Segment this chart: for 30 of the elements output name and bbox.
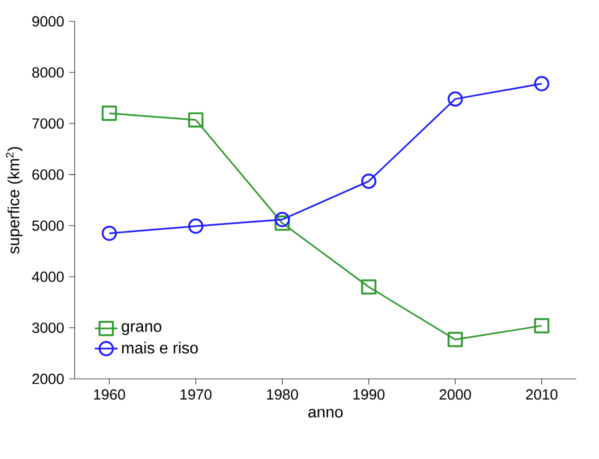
y-tick-label: 6000	[32, 169, 64, 180]
point	[448, 332, 463, 348]
point	[534, 76, 550, 92]
x-tick-label: 2000	[440, 389, 471, 400]
point	[361, 279, 376, 295]
x-tick-label: 2010	[526, 389, 558, 400]
y-tick-label: 7000	[32, 118, 64, 129]
point	[361, 174, 376, 189]
legend-label: grano	[122, 323, 162, 336]
point	[534, 318, 550, 334]
x-axis-title: anno	[308, 408, 343, 418]
legend-label: mais e riso	[122, 342, 198, 354]
x-tick-label: 1990	[354, 389, 384, 400]
y-tick-label: 3000	[32, 322, 64, 334]
y-tick-label: 9000	[32, 16, 64, 27]
y-tick-label: 2000	[32, 374, 64, 384]
point	[188, 218, 204, 234]
y-tick-label: 4000	[32, 272, 64, 282]
y-tick-label: 5000	[32, 220, 64, 231]
y-axis-title: superfice (km$^{2}$)	[6, 147, 23, 254]
point	[102, 226, 117, 241]
x-tick-label: 1980	[267, 389, 298, 400]
point	[274, 216, 290, 231]
x-tick-label: 1960	[94, 389, 126, 400]
y-tick-label: 8000	[32, 67, 64, 78]
x-tick-label: 1970	[180, 389, 212, 400]
point	[274, 212, 290, 228]
point	[102, 106, 117, 121]
point	[448, 91, 463, 107]
point	[188, 112, 204, 128]
